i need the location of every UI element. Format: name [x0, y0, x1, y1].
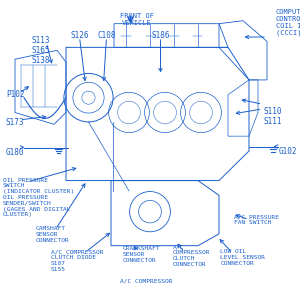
Text: S113
S165
S138: S113 S165 S138 — [31, 36, 50, 65]
Text: P102: P102 — [6, 90, 25, 99]
Text: LOW OIL
LEVEL SENSOR
CONNECTOR: LOW OIL LEVEL SENSOR CONNECTOR — [220, 249, 266, 266]
Text: COMPUTER
CONTROLLED
COIL IGNITION
(CCCI) MODULE: COMPUTER CONTROLLED COIL IGNITION (CCCI)… — [276, 9, 300, 36]
Text: FRONT OF
VEHICLE: FRONT OF VEHICLE — [119, 13, 154, 26]
Text: S110
S111: S110 S111 — [264, 107, 283, 126]
Text: OIL PRESSURE
SWITCH
(INDICATOR CLUSTER)
OIL PRESSURE
SENDER/SWITCH
(GAGES AND DI: OIL PRESSURE SWITCH (INDICATOR CLUSTER) … — [3, 178, 74, 217]
Text: S126: S126 — [70, 31, 89, 40]
Text: CRANKSHAFT
SENSOR
CONNECTOR: CRANKSHAFT SENSOR CONNECTOR — [123, 246, 160, 263]
Text: A/C PRESSURE
FAN SWITCH: A/C PRESSURE FAN SWITCH — [234, 215, 279, 225]
Text: C108: C108 — [97, 31, 116, 40]
Text: A/C COMPRESSOR
CLUTCH DIODE
S107
S155: A/C COMPRESSOR CLUTCH DIODE S107 S155 — [51, 249, 104, 272]
Text: G180: G180 — [6, 148, 25, 157]
Text: G102: G102 — [279, 147, 298, 155]
Text: S186: S186 — [151, 31, 170, 40]
Text: A/C
COMPRESSOR
CLUTCH
CONNECTOR: A/C COMPRESSOR CLUTCH CONNECTOR — [172, 244, 210, 267]
Text: CAMSHAFT
SENSOR
CONNECTOR: CAMSHAFT SENSOR CONNECTOR — [36, 226, 70, 243]
Text: A/C COMPRESSOR: A/C COMPRESSOR — [120, 278, 172, 283]
Text: S173: S173 — [6, 118, 25, 127]
